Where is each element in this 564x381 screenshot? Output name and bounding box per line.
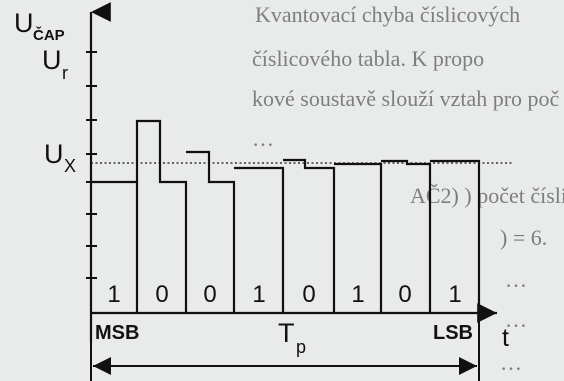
t-axis-label: t	[502, 324, 509, 352]
bit-6: 1	[351, 281, 364, 308]
u-cap-main: U	[14, 8, 34, 38]
bit-5: 0	[302, 281, 315, 308]
ux-main: U	[44, 139, 64, 169]
bit-2: 0	[155, 281, 168, 308]
bar-step-1	[91, 119, 188, 313]
bg-line-8: …	[505, 307, 527, 332]
bar-step-5	[334, 162, 383, 313]
bar-step-4	[283, 158, 336, 313]
bg-line-3: kové soustavě slouží vztah pro poč	[252, 86, 560, 111]
bg-line-6: ) = 6.	[500, 225, 547, 250]
lsb-label: LSB	[433, 322, 473, 344]
ur-sub: r	[62, 63, 68, 83]
tp-main: T	[278, 318, 295, 348]
bit-values: 1 0 0 1 0 1 0 1	[107, 281, 461, 308]
ur-main: U	[42, 45, 62, 75]
approximation-waveform	[91, 119, 481, 313]
label-u-cap: U ČAP	[14, 8, 65, 44]
msb-label: MSB	[95, 322, 139, 344]
bg-line-4: …	[252, 126, 274, 151]
bit-4: 1	[252, 281, 265, 308]
label-ur: U r	[42, 45, 68, 83]
bar-step-7	[430, 159, 481, 313]
y-axis-ticks	[86, 51, 97, 279]
bg-line-5: AČ2) ) počet číslic kódového č	[410, 183, 564, 208]
u-cap-sub: ČAP	[33, 26, 65, 44]
bit-7: 0	[398, 281, 411, 308]
bit-1: 1	[107, 281, 120, 308]
bg-line-2: číslicového tabla. K propo	[252, 46, 484, 71]
bar-step-6	[381, 159, 432, 313]
label-ux: U X	[44, 139, 76, 176]
label-tp: T p	[278, 318, 306, 357]
bar-step-2	[186, 150, 236, 313]
background-print: Kvantovací chyba číslicových číslicového…	[252, 2, 564, 375]
bg-line-1: Kvantovací chyba číslicových	[255, 2, 520, 27]
bit-3: 0	[203, 281, 216, 308]
tp-sub: p	[296, 337, 306, 357]
bit-8: 1	[448, 281, 461, 308]
bg-line-7: …	[505, 267, 527, 292]
bar-step-3	[234, 166, 285, 313]
bg-line-9: …	[500, 350, 522, 375]
ux-sub: X	[64, 156, 76, 176]
